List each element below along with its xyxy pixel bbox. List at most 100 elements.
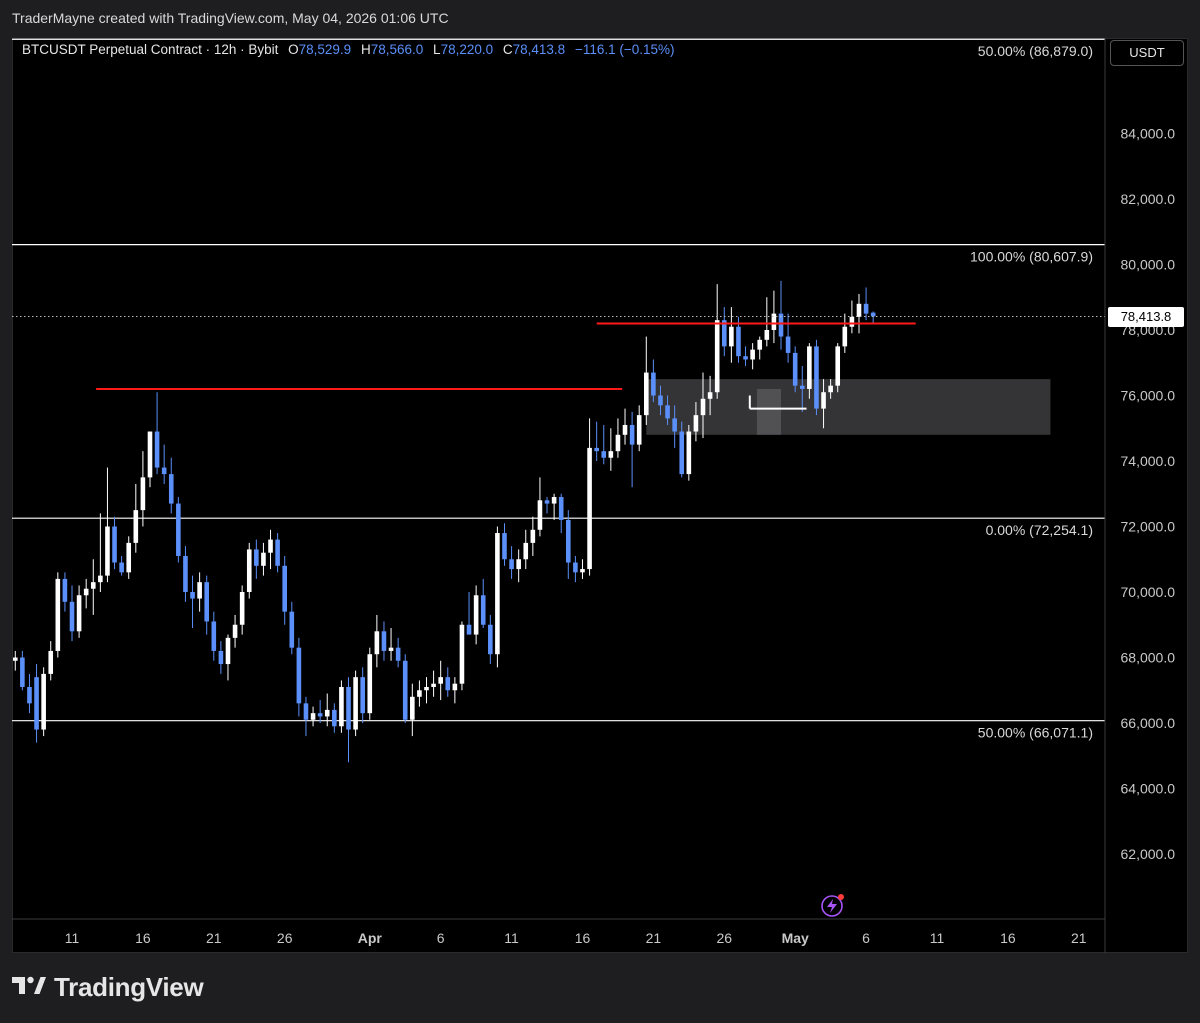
candle-body [672, 418, 677, 432]
candle-body [792, 352, 798, 386]
lightning-icon-ring [821, 895, 843, 917]
candle-body [473, 595, 479, 635]
candle [246, 542, 252, 599]
candle-body [83, 588, 89, 596]
currency-unit-button[interactable]: USDT [1110, 40, 1184, 66]
candle-body [665, 405, 670, 419]
candle [98, 513, 103, 592]
candle [608, 428, 614, 471]
candle-body [743, 356, 748, 360]
candle-body [211, 621, 217, 651]
candle [140, 451, 146, 527]
candle [459, 621, 465, 691]
x-tick-label: 21 [206, 930, 222, 946]
candle [154, 392, 160, 475]
candle-body [90, 582, 96, 589]
candle-body [821, 392, 826, 409]
candle [764, 297, 770, 347]
candle [339, 680, 344, 733]
candle-body [558, 497, 564, 520]
candle [587, 418, 592, 576]
candle [296, 637, 302, 717]
candle-body [714, 320, 720, 393]
candle-body [275, 539, 280, 566]
candle [651, 359, 656, 403]
symbol-title[interactable]: BTCUSDT Perpetual Contract · 12h · Bybit [22, 42, 279, 57]
candle [133, 483, 139, 553]
candle [332, 703, 337, 733]
candle-body [785, 336, 791, 353]
open-value: 78,529.9 [298, 42, 352, 57]
candle-body [168, 474, 174, 504]
candle [225, 634, 231, 681]
candle-body [700, 398, 706, 416]
candle [190, 575, 195, 629]
candle-body [395, 647, 401, 661]
candle [729, 307, 734, 363]
y-tick-label: 66,000.0 [1121, 715, 1176, 731]
fib-level-label: 50.00% (66,071.1) [978, 725, 1093, 741]
candle [551, 493, 557, 520]
tradingview-logo[interactable]: TradingView [12, 972, 204, 1003]
candle [410, 683, 415, 737]
candle [622, 408, 628, 445]
x-tick-label: 11 [504, 930, 519, 946]
candle-body [679, 431, 685, 475]
candle [69, 585, 75, 642]
lightning-icon[interactable] [821, 894, 844, 917]
candle [317, 700, 323, 723]
candle [821, 379, 826, 429]
x-tick-label: 21 [1071, 930, 1087, 946]
candle-body [516, 559, 521, 570]
chart-frame[interactable] [12, 38, 1188, 953]
symbol-legend: BTCUSDT Perpetual Contract · 12h · Bybit… [22, 42, 675, 57]
candle [218, 641, 224, 674]
candle-body [282, 565, 287, 612]
candle-body [296, 647, 302, 704]
candle-body [580, 569, 585, 573]
candle-body [686, 431, 692, 475]
candle [736, 316, 741, 363]
candle-body [133, 510, 139, 543]
candle-body [34, 677, 39, 730]
candle-body [466, 624, 472, 635]
candle [658, 385, 663, 416]
y-tick-label: 74,000.0 [1121, 453, 1176, 469]
candle-body [119, 562, 124, 573]
candle [558, 493, 564, 534]
candle-body [374, 631, 380, 655]
candle [438, 660, 443, 701]
fib-layer: 50.00% (86,879.0) 100.00% (80,607.9) 0.00%… [12, 38, 1105, 741]
change-value: −116.1 (−0.15%) [574, 42, 675, 57]
candle [509, 546, 514, 579]
candle [835, 343, 841, 393]
candle-body [537, 500, 543, 530]
candle-body [183, 555, 188, 592]
candle [275, 533, 280, 573]
candle-body [254, 549, 259, 566]
candle-body [488, 624, 493, 655]
candle-body [339, 686, 344, 727]
y-tick-label: 72,000.0 [1121, 519, 1176, 535]
candle [792, 346, 798, 393]
candle [721, 307, 727, 357]
candle [778, 280, 784, 350]
candle [566, 510, 571, 579]
candle [679, 421, 685, 478]
candle-body [176, 503, 181, 556]
candle [757, 336, 763, 360]
open-label: O [288, 42, 299, 57]
candle-body [261, 552, 266, 566]
candle [743, 346, 748, 367]
candle-body [643, 372, 649, 416]
candle-body [573, 562, 578, 573]
candle [55, 572, 61, 658]
candle [176, 497, 181, 563]
candle [197, 572, 202, 612]
candle-body [140, 477, 146, 511]
candle [601, 424, 607, 465]
candle-body [651, 372, 656, 396]
candle-body [807, 346, 812, 389]
candle [431, 670, 436, 697]
